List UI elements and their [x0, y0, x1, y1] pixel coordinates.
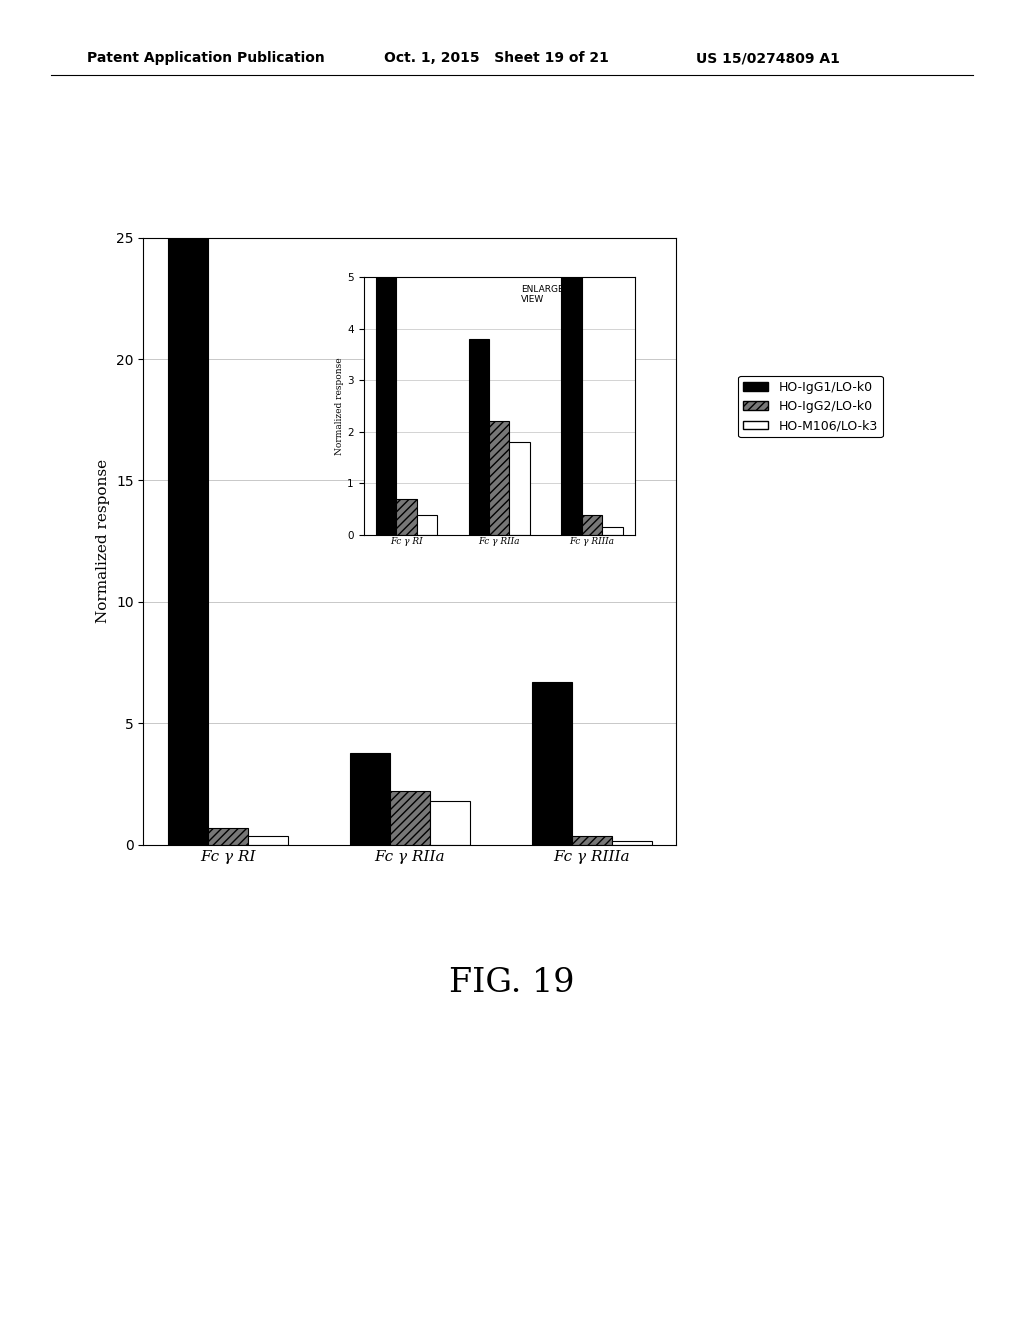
Y-axis label: Normalized response: Normalized response: [96, 459, 111, 623]
Bar: [417, 515, 437, 535]
Text: US 15/0274809 A1: US 15/0274809 A1: [696, 51, 841, 65]
Bar: [469, 339, 489, 535]
Bar: [430, 801, 470, 845]
Text: ENLARGED
VIEW: ENLARGED VIEW: [521, 285, 570, 305]
Bar: [509, 442, 529, 535]
Bar: [611, 841, 651, 845]
Bar: [248, 836, 288, 845]
Bar: [571, 836, 611, 845]
Bar: [489, 421, 509, 535]
Text: FIG. 19: FIG. 19: [450, 968, 574, 999]
Bar: [208, 828, 248, 845]
Bar: [396, 499, 417, 535]
Bar: [376, 277, 396, 535]
Text: Patent Application Publication: Patent Application Publication: [87, 51, 325, 65]
Bar: [531, 682, 571, 845]
Bar: [602, 527, 623, 535]
Bar: [349, 752, 389, 845]
Bar: [168, 238, 208, 845]
Bar: [582, 515, 602, 535]
Bar: [389, 792, 430, 845]
Legend: HO-IgG1/LO-k0, HO-IgG2/LO-k0, HO-M106/LO-k3: HO-IgG1/LO-k0, HO-IgG2/LO-k0, HO-M106/LO…: [738, 376, 883, 437]
Bar: [561, 277, 582, 535]
Y-axis label: Normalized response: Normalized response: [336, 358, 344, 454]
Text: Oct. 1, 2015   Sheet 19 of 21: Oct. 1, 2015 Sheet 19 of 21: [384, 51, 609, 65]
